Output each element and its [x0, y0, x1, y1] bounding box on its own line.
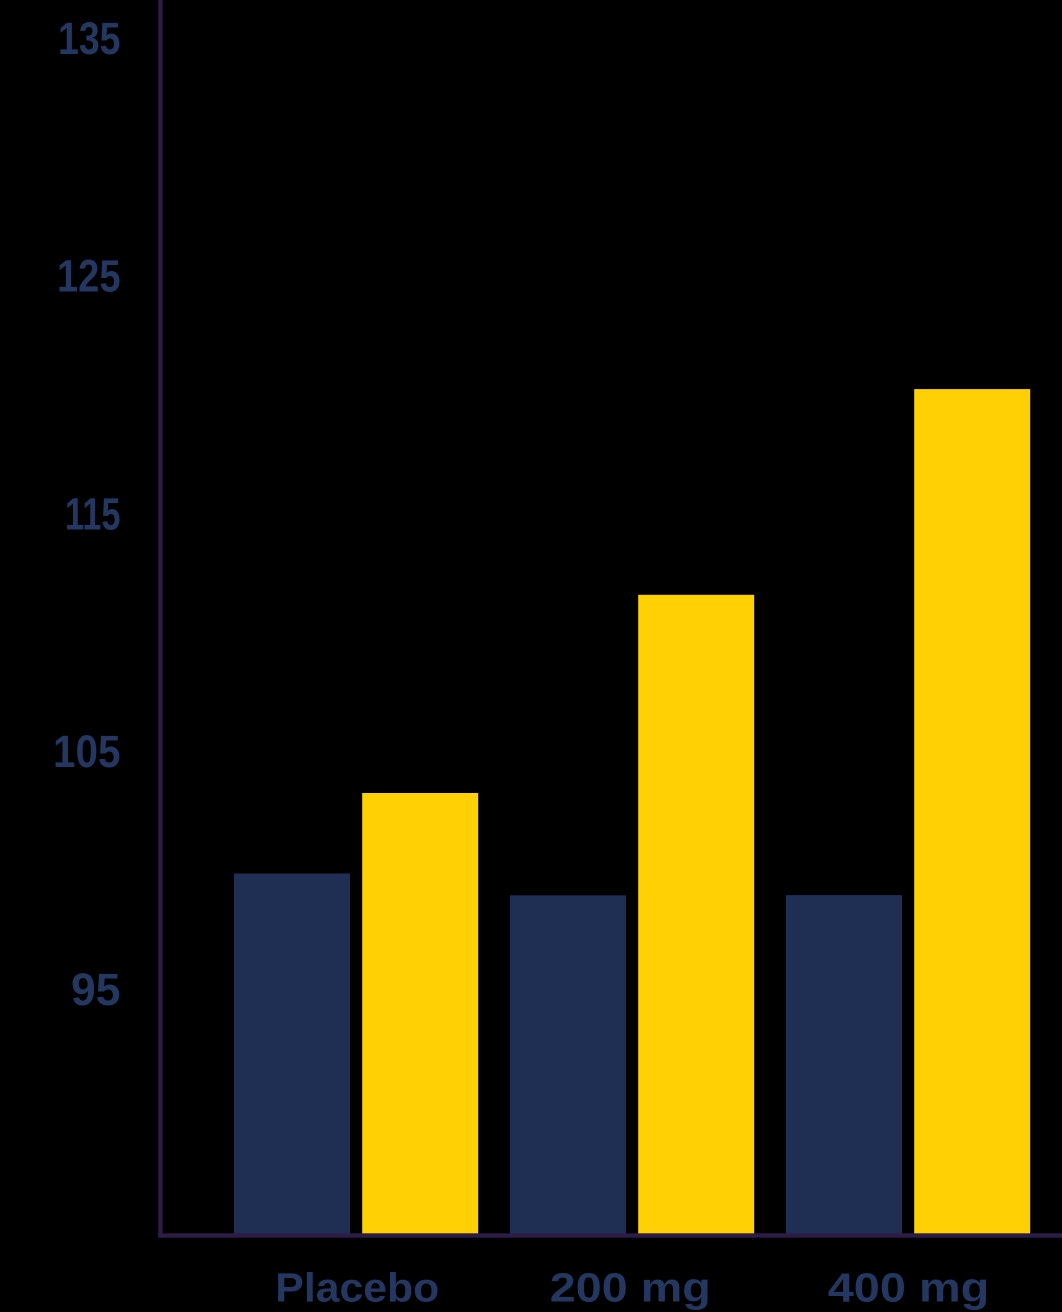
svg-text:135: 135: [58, 13, 121, 64]
svg-text:115: 115: [65, 488, 121, 539]
svg-text:Placebo: Placebo: [275, 1265, 439, 1311]
svg-text:400 mg: 400 mg: [828, 1265, 990, 1311]
svg-text:95: 95: [71, 964, 121, 1015]
svg-text:105: 105: [53, 726, 121, 777]
svg-text:125: 125: [57, 251, 121, 302]
svg-text:200 mg: 200 mg: [550, 1265, 711, 1311]
